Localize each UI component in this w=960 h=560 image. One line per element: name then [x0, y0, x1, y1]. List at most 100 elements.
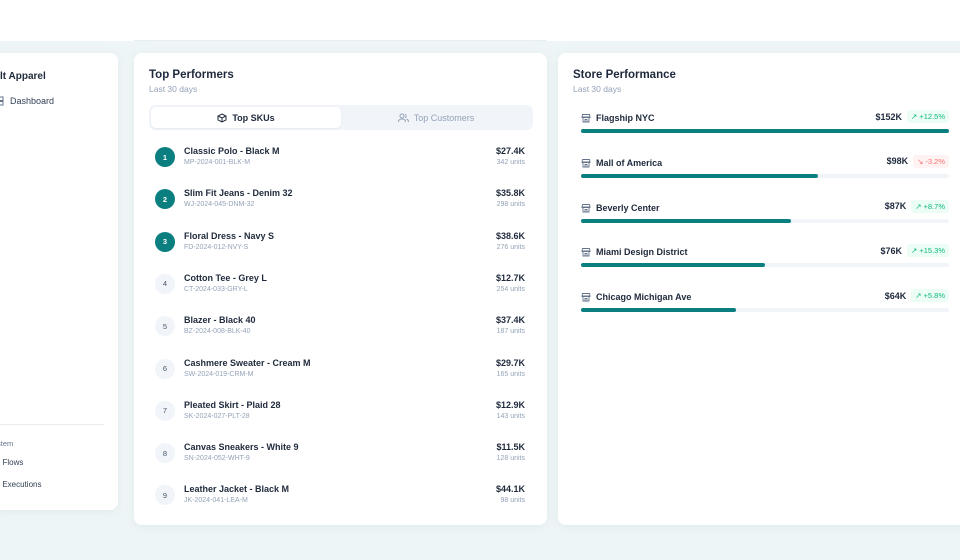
store-revenue: $76K — [880, 245, 903, 256]
product-revenue: $12.9K — [495, 399, 525, 410]
store-row[interactable]: Miami Design District $76K ↗ +15.3% — [581, 244, 949, 277]
rank-badge: 1 — [155, 147, 175, 167]
list-item[interactable]: 5 Blazer - Black 40 BZ-2024-008-BLK-40 $… — [155, 312, 525, 342]
store-revenue: $98K — [886, 156, 909, 167]
product-units: 143 units — [496, 412, 525, 420]
store-row[interactable]: Beverly Center $87K ↗ +8.7% — [581, 199, 949, 233]
list-item[interactable]: 4 Cotton Tee - Grey L CT-2024-033-GRY-L … — [155, 270, 525, 300]
change-value: +5.8% — [923, 291, 945, 301]
trend-up-icon: ↗ — [915, 201, 922, 211]
rank-badge: 3 — [155, 231, 175, 252]
tab-label: Top SKUs — [232, 112, 275, 123]
top-performers-card: Top Performers Last 30 days Top SKUs Top… — [134, 53, 547, 525]
product-revenue: $27.4K — [495, 146, 525, 156]
list-item[interactable]: 2 Slim Fit Jeans - Denim 32 WJ-2024-045-… — [155, 185, 525, 215]
tab-top-customers[interactable]: Top Customers — [341, 107, 531, 128]
product-name: Floral Dress - Navy S — [184, 230, 275, 241]
store-progress-fill — [581, 218, 792, 223]
store-row[interactable]: Chicago Michigan Ave $64K ↗ +5.8% — [581, 289, 949, 322]
change-value: +12.5% — [919, 112, 945, 121]
store-name: Beverly Center — [596, 202, 660, 213]
store-stats: $76K ↗ +15.3% — [880, 244, 949, 258]
sidebar-item-label: Executions — [2, 480, 42, 489]
store-name-group: Miami Design District — [581, 247, 688, 257]
product-sku: SK-2024-027-PLT-28 — [184, 412, 250, 420]
product-sku: WJ-2024-045-DNM-32 — [184, 201, 255, 209]
store-progress-fill — [581, 129, 949, 133]
card-subtitle: Last 30 days — [149, 84, 198, 94]
store-progress-track — [581, 308, 949, 313]
product-name: Cotton Tee - Grey L — [184, 272, 267, 283]
store-stats: $98K ↘ -3.2% — [886, 154, 949, 168]
store-name-group: Beverly Center — [581, 203, 660, 213]
store-name: Chicago Michigan Ave — [596, 292, 692, 303]
product-revenue: $29.7K — [495, 357, 525, 368]
store-revenue: $87K — [884, 201, 907, 212]
card-title: Store Performance — [573, 69, 676, 81]
store-progress-track — [581, 263, 949, 268]
store-stats: $152K ↗ +12.5% — [876, 110, 949, 123]
product-units: 98 units — [500, 497, 525, 505]
store-name-group: Flagship NYC — [581, 113, 655, 123]
store-icon — [581, 114, 591, 123]
store-progress-track — [581, 173, 949, 178]
list-item[interactable]: 7 Pleated Skirt - Plaid 28 SK-2024-027-P… — [155, 397, 525, 427]
change-badge: ↗ +12.5% — [907, 110, 949, 123]
product-sku: SN-2024-052-WHT-9 — [184, 455, 250, 463]
tab-label: Top Customers — [413, 112, 475, 123]
rank-badge: 2 — [155, 189, 175, 210]
list-item[interactable]: 1 Classic Polo - Black M MP-2024-001-BLK… — [155, 143, 525, 173]
sidebar-item-executions[interactable]: - Executions — [0, 480, 41, 489]
store-name: Mall of America — [596, 157, 663, 168]
change-value: +15.3% — [919, 246, 945, 256]
top-card-bottom — [134, 0, 547, 41]
store-name-group: Chicago Michigan Ave — [581, 292, 691, 302]
store-name-group: Mall of America — [581, 158, 662, 168]
brand-name: lt Apparel — [0, 71, 46, 82]
store-row[interactable]: Flagship NYC $152K ↗ +12.5% — [581, 110, 949, 143]
trend-up-icon: ↗ — [911, 112, 918, 121]
trend-down-icon: ↘ — [917, 156, 924, 166]
product-units: 165 units — [496, 370, 525, 378]
store-icon — [581, 158, 591, 168]
tab-top-skus[interactable]: Top SKUs — [151, 107, 341, 128]
product-units: 254 units — [496, 285, 525, 293]
store-stats: $87K ↗ +8.7% — [884, 199, 949, 213]
list-item[interactable]: 6 Cashmere Sweater - Cream M SW-2024-019… — [155, 355, 525, 385]
sidebar-section-system: stem — [0, 439, 14, 448]
rank-badge: 4 — [155, 273, 175, 294]
sidebar-item-flows[interactable]: ◦ Flows — [0, 458, 23, 467]
change-badge: ↗ +5.8% — [911, 289, 949, 303]
change-value: +8.7% — [923, 201, 945, 211]
product-revenue: $11.5K — [496, 442, 525, 453]
product-units: 128 units — [496, 455, 525, 463]
change-value: -3.2% — [925, 156, 945, 166]
store-progress-track — [581, 218, 949, 223]
product-units: 276 units — [496, 243, 525, 251]
product-revenue: $37.4K — [495, 315, 525, 326]
sidebar-item-label: Flows — [2, 458, 24, 467]
box-icon — [217, 112, 227, 123]
rank-badge: 5 — [155, 316, 175, 337]
store-revenue: $152K — [875, 111, 903, 122]
trend-up-icon: ↗ — [911, 246, 918, 256]
list-item[interactable]: 3 Floral Dress - Navy S FD-2024-012-NVY-… — [155, 228, 525, 258]
product-sku: BZ-2024-008-BLK-40 — [184, 328, 251, 336]
change-badge: ↗ +15.3% — [907, 244, 949, 258]
store-icon — [581, 293, 591, 302]
product-name: Pleated Skirt - Plaid 28 — [184, 399, 281, 410]
store-row[interactable]: Mall of America $98K ↘ -3.2% — [581, 154, 949, 188]
store-progress-fill — [581, 308, 736, 313]
store-progress-fill — [581, 173, 819, 178]
top-card-strip — [0, 0, 960, 41]
list-item[interactable]: 8 Canvas Sneakers - White 9 SN-2024-052-… — [155, 439, 525, 469]
store-name: Miami Design District — [596, 247, 688, 258]
rank-badge: 6 — [155, 358, 175, 379]
sidebar-item-dashboard[interactable]: Dashboard — [0, 96, 54, 106]
product-units: 342 units — [496, 159, 525, 166]
users-icon — [397, 113, 409, 122]
list-item[interactable]: 9 Leather Jacket - Black M JK-2024-041-L… — [155, 481, 525, 511]
store-icon — [581, 203, 591, 213]
product-name: Leather Jacket - Black M — [184, 484, 290, 495]
rank-badge: 7 — [155, 400, 175, 421]
